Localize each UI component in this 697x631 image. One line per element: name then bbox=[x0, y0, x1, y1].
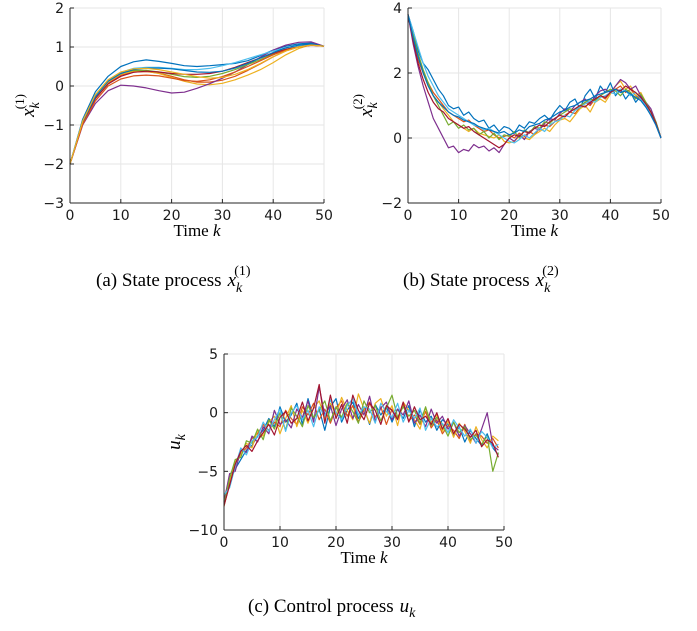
x-tick-label: 40 bbox=[601, 208, 619, 224]
x-tick-label: 40 bbox=[264, 208, 282, 224]
x-tick-label: 40 bbox=[439, 535, 457, 551]
caption-b: (b) State process xk(2) bbox=[403, 264, 559, 296]
series-line-4 bbox=[407, 14, 662, 154]
x-tick-label: 20 bbox=[163, 208, 181, 224]
x-tick-label: 0 bbox=[220, 535, 229, 551]
y-tick-label: −2 bbox=[43, 157, 64, 173]
x-tick-label: 30 bbox=[551, 208, 569, 224]
series-line-7 bbox=[69, 44, 325, 165]
chart-a-state-process-1: 0 10 20 30 40 50 −3 −2 −1 0 1 2 Time k xk(1) bbox=[12, 1, 333, 240]
series-line-2 bbox=[223, 400, 499, 507]
series-line-8 bbox=[69, 43, 325, 165]
x-tick-label: 10 bbox=[112, 208, 130, 224]
series-line-10 bbox=[69, 44, 325, 165]
y-axis-label: xk(1) bbox=[12, 94, 43, 118]
x-axis-label: Time k bbox=[511, 221, 559, 240]
chart-c-control-process: 0 10 20 30 40 50 −10 −5 0 5 Time k uk bbox=[164, 347, 513, 567]
y-tick-label: 2 bbox=[393, 66, 402, 82]
series-line-2 bbox=[69, 44, 325, 165]
series-line-3 bbox=[69, 44, 325, 165]
series-line-7 bbox=[407, 14, 662, 149]
x-tick-label: 20 bbox=[500, 208, 518, 224]
x-tick-label: 20 bbox=[327, 535, 345, 551]
y-tick-label: 0 bbox=[393, 131, 402, 147]
x-tick-label: 50 bbox=[652, 208, 670, 224]
y-tick-label: 0 bbox=[55, 79, 64, 95]
y-axis-label: uk bbox=[164, 433, 189, 450]
series-line-1 bbox=[69, 42, 325, 165]
series-line-8 bbox=[407, 14, 662, 139]
series-line-5 bbox=[223, 394, 499, 505]
series-line-4 bbox=[69, 41, 325, 165]
x-tick-label: 30 bbox=[383, 535, 401, 551]
series-line-6 bbox=[69, 44, 325, 165]
y-tick-label: 5 bbox=[209, 347, 218, 363]
x-axis-label: Time k bbox=[173, 221, 221, 240]
series-line-3 bbox=[407, 14, 662, 144]
y-tick-label: 4 bbox=[393, 1, 402, 17]
series-line-6 bbox=[223, 398, 499, 496]
series-line-5 bbox=[407, 14, 662, 141]
x-tick-label: 50 bbox=[495, 535, 513, 551]
x-tick-label: 50 bbox=[315, 208, 333, 224]
x-axis-label: Time k bbox=[340, 548, 388, 567]
y-tick-label: −2 bbox=[381, 196, 402, 212]
y-tick-label: 2 bbox=[55, 1, 64, 17]
y-axis-label: xk(2) bbox=[350, 94, 381, 118]
caption-c: (c) Control process uk bbox=[248, 596, 416, 621]
caption-a: (a) State process xk(1) bbox=[96, 264, 251, 296]
y-tick-label: −10 bbox=[188, 523, 218, 539]
x-tick-label: 0 bbox=[66, 208, 75, 224]
series-line-9 bbox=[69, 44, 325, 165]
series-line-7 bbox=[223, 383, 499, 506]
x-tick-label: 10 bbox=[271, 535, 289, 551]
series-line-5 bbox=[69, 44, 325, 165]
x-tick-label: 30 bbox=[213, 208, 231, 224]
y-tick-label: −3 bbox=[43, 196, 64, 212]
y-tick-label: 0 bbox=[209, 406, 218, 422]
series-line-4 bbox=[223, 386, 499, 502]
y-tick-label: −1 bbox=[43, 118, 64, 134]
y-tick-label: −5 bbox=[197, 464, 218, 480]
x-tick-label: 0 bbox=[404, 208, 413, 224]
x-tick-label: 10 bbox=[450, 208, 468, 224]
y-tick-label: 1 bbox=[55, 40, 64, 56]
